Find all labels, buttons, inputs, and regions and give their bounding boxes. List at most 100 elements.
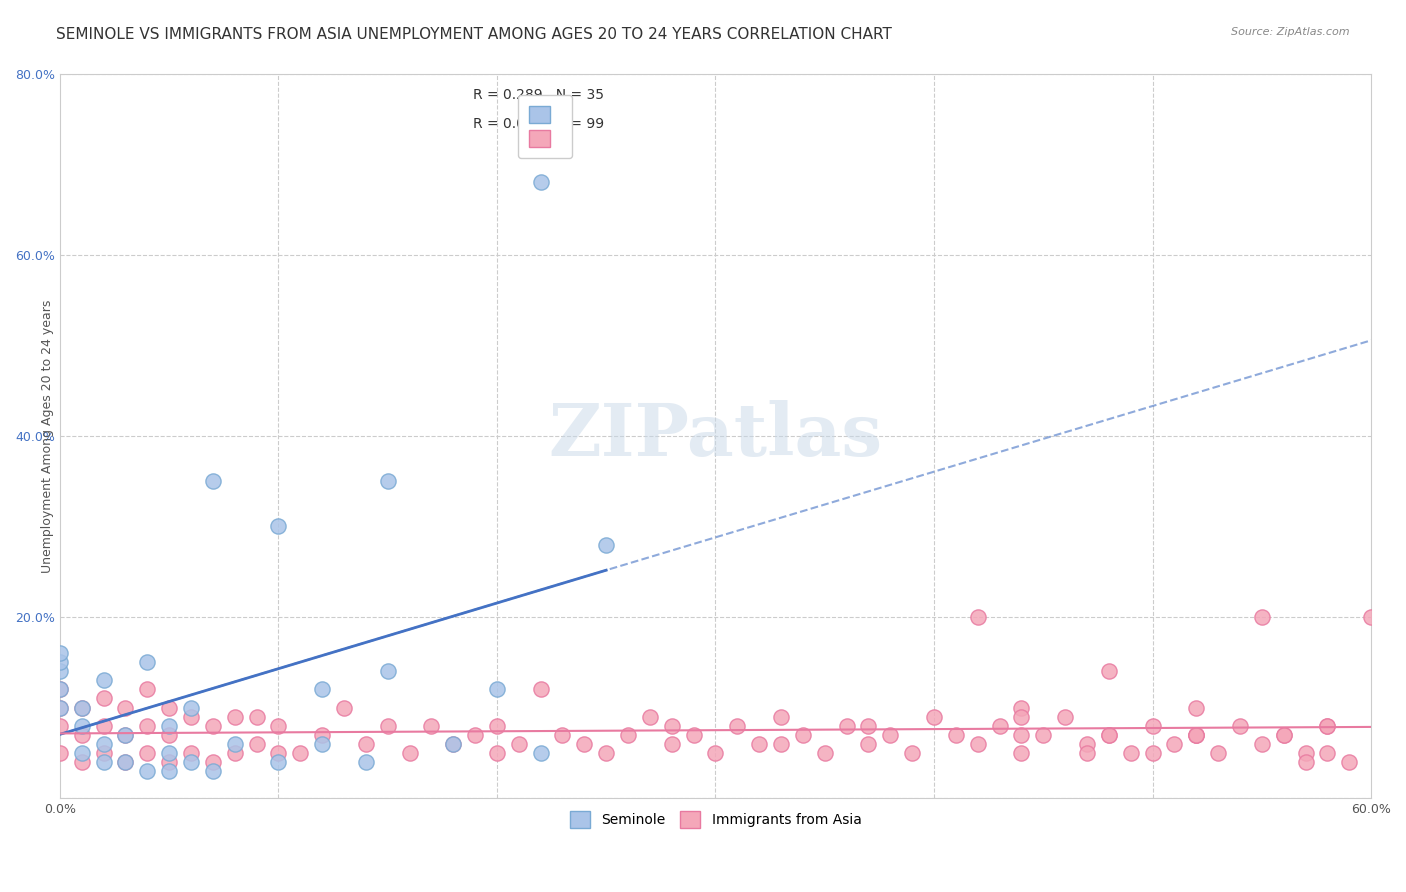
Point: [49, 682, 72, 697]
Point: [398, 746, 420, 760]
Point: [136, 764, 159, 778]
Point: [157, 755, 180, 769]
Point: [354, 737, 377, 751]
Point: [201, 474, 224, 488]
Point: [530, 175, 553, 189]
Point: [1098, 728, 1121, 742]
Point: [1316, 719, 1339, 733]
Point: [49, 719, 72, 733]
Point: [157, 728, 180, 742]
Text: ZIPatlas: ZIPatlas: [548, 401, 883, 471]
Point: [792, 728, 814, 742]
Point: [49, 665, 72, 679]
Point: [267, 519, 290, 533]
Point: [945, 728, 967, 742]
Point: [508, 737, 530, 751]
Point: [180, 709, 202, 723]
Point: [49, 700, 72, 714]
Point: [1272, 728, 1295, 742]
Point: [1316, 719, 1339, 733]
Legend: Seminole, Immigrants from Asia: Seminole, Immigrants from Asia: [562, 804, 869, 835]
Point: [1295, 746, 1317, 760]
Point: [311, 737, 333, 751]
Point: [114, 700, 136, 714]
Point: [93, 737, 115, 751]
Point: [1098, 665, 1121, 679]
Point: [114, 755, 136, 769]
Point: [245, 737, 267, 751]
Point: [441, 737, 464, 751]
Point: [136, 682, 159, 697]
Point: [1010, 700, 1032, 714]
Point: [180, 746, 202, 760]
Point: [1119, 746, 1142, 760]
Point: [333, 700, 356, 714]
Point: [377, 665, 399, 679]
Text: R = 0.056   N = 99: R = 0.056 N = 99: [472, 117, 605, 131]
Point: [245, 709, 267, 723]
Text: Source: ZipAtlas.com: Source: ZipAtlas.com: [1232, 27, 1350, 37]
Point: [1010, 746, 1032, 760]
Point: [617, 728, 640, 742]
Point: [93, 746, 115, 760]
Text: R = 0.289   N = 35: R = 0.289 N = 35: [472, 88, 605, 102]
Point: [922, 709, 945, 723]
Point: [93, 673, 115, 688]
Point: [858, 737, 880, 751]
Point: [224, 746, 246, 760]
Point: [157, 764, 180, 778]
Point: [1032, 728, 1054, 742]
Point: [1272, 728, 1295, 742]
Point: [835, 719, 858, 733]
Point: [201, 719, 224, 733]
Point: [1316, 746, 1339, 760]
Point: [574, 737, 596, 751]
Point: [1229, 719, 1251, 733]
Point: [49, 682, 72, 697]
Point: [157, 746, 180, 760]
Point: [136, 655, 159, 669]
Point: [311, 728, 333, 742]
Point: [267, 755, 290, 769]
Point: [595, 537, 617, 551]
Point: [93, 719, 115, 733]
Point: [49, 746, 72, 760]
Point: [485, 719, 508, 733]
Point: [485, 682, 508, 697]
Point: [70, 746, 93, 760]
Point: [70, 728, 93, 742]
Point: [70, 700, 93, 714]
Point: [157, 700, 180, 714]
Point: [595, 746, 617, 760]
Point: [136, 746, 159, 760]
Point: [136, 719, 159, 733]
Point: [1054, 709, 1077, 723]
Point: [769, 709, 792, 723]
Point: [180, 700, 202, 714]
Point: [49, 655, 72, 669]
Point: [441, 737, 464, 751]
Point: [1185, 728, 1208, 742]
Point: [354, 755, 377, 769]
Point: [93, 691, 115, 706]
Point: [988, 719, 1011, 733]
Point: [551, 728, 574, 742]
Point: [267, 746, 290, 760]
Point: [1185, 700, 1208, 714]
Point: [966, 737, 988, 751]
Point: [661, 719, 683, 733]
Point: [1339, 755, 1361, 769]
Point: [858, 719, 880, 733]
Point: [682, 728, 704, 742]
Point: [485, 746, 508, 760]
Point: [377, 474, 399, 488]
Point: [420, 719, 443, 733]
Point: [114, 728, 136, 742]
Point: [1206, 746, 1229, 760]
Point: [70, 719, 93, 733]
Point: [1185, 728, 1208, 742]
Point: [201, 755, 224, 769]
Point: [1295, 755, 1317, 769]
Point: [1185, 728, 1208, 742]
Point: [1163, 737, 1185, 751]
